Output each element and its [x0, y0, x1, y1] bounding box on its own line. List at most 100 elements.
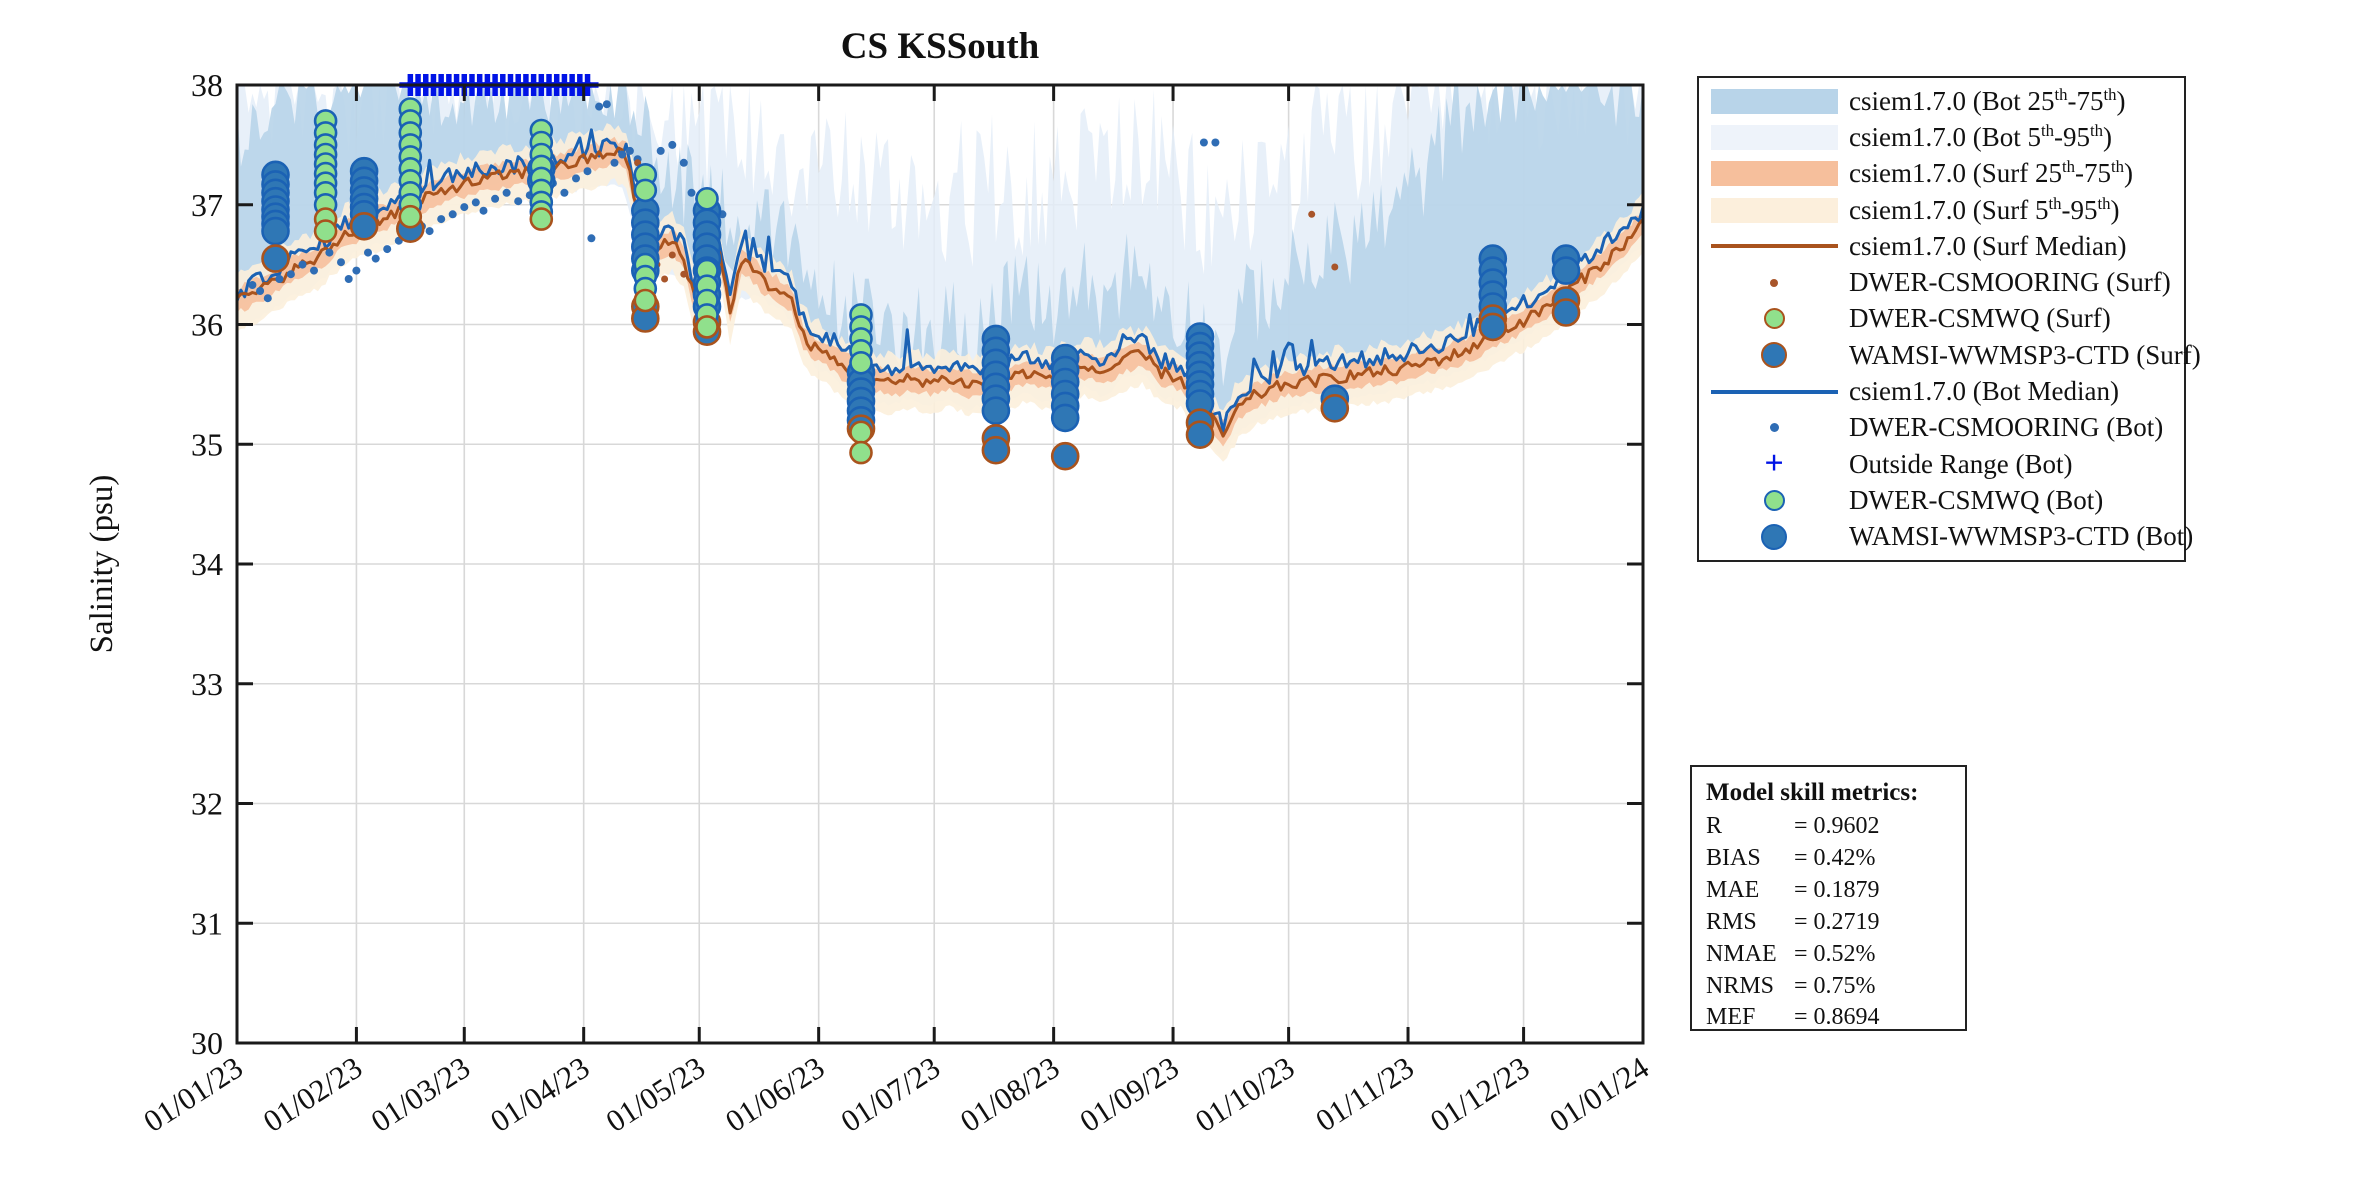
circle-wamsi-bot — [261, 216, 290, 246]
legend-item-csmooring-surf-label: DWER-CSMOORING (Surf) — [1849, 267, 2171, 298]
metric-row-r: R = 0.9602 — [1706, 811, 1951, 843]
legend-item-csmooring-surf-swatch-glyph — [1770, 278, 1778, 287]
percentile-bands-layer — [237, 85, 1643, 462]
axes-frame-layer — [235, 83, 1645, 1045]
chart-title: CS KSSouth — [841, 26, 1040, 67]
y-tick-label: 36 — [191, 307, 223, 343]
legend-item-surf-5-95-swatch-glyph — [1710, 197, 1838, 223]
legend-item-bot-5-95-swatch — [1699, 125, 1849, 151]
dot-csmooring-bot — [310, 266, 318, 275]
metric-name: R — [1706, 813, 1723, 839]
legend-item-surf-5-95-swatch — [1699, 197, 1849, 223]
dot-csmooring-bot — [602, 100, 611, 109]
dot-csmooring-surf — [680, 270, 688, 278]
dot-csmooring-bot — [583, 167, 592, 176]
dot-csmooring-bot — [286, 270, 295, 279]
dot-csmooring-bot — [337, 258, 345, 267]
circle-wamsi-bot — [1050, 403, 1080, 433]
dot-csmooring-bot — [572, 174, 580, 183]
legend-item-bot-median-swatch — [1699, 389, 1849, 394]
legend-item-csmooring-bot-label: DWER-CSMOORING (Bot) — [1849, 412, 2164, 443]
legend-item-csmwq-bot-swatch-glyph — [1763, 489, 1785, 511]
x-tick-label: 01/01/24 — [1543, 1049, 1655, 1139]
dot-csmooring-bot — [1199, 138, 1208, 147]
line-surf-median — [237, 146, 1643, 438]
dot-csmooring-bot — [471, 198, 480, 207]
legend-item-csmwq-bot-label: DWER-CSMWQ (Bot) — [1849, 484, 2104, 515]
circle-csmwq-bot — [633, 178, 658, 203]
circle-csmwq-surf — [849, 420, 873, 445]
legend-item-bot-25-75-label: csiem1.7.0 (Bot 25th-75th) — [1849, 84, 2126, 116]
dot-csmooring-surf — [668, 251, 676, 259]
legend-item-bot-5-95: csiem1.7.0 (Bot 5th-95th) — [1699, 121, 2184, 155]
legend-item-csmooring-bot: DWER-CSMOORING (Bot) — [1699, 411, 2184, 445]
legend-item-bot-25-75: csiem1.7.0 (Bot 25th-75th) — [1699, 84, 2184, 118]
circle-wamsi-surf — [1478, 312, 1508, 342]
x-tick-label: 01/05/23 — [600, 1050, 712, 1139]
x-tick-label: 01/01/23 — [137, 1050, 249, 1139]
dot-csmooring-bot — [479, 206, 488, 215]
dot-csmooring-bot — [256, 287, 265, 295]
legend-item-csmwq-surf-swatch-glyph — [1763, 308, 1785, 330]
legend-item-csmwq-surf: DWER-CSMWQ (Surf) — [1699, 302, 2184, 336]
legend-item-wamsi-surf-swatch — [1699, 342, 1849, 369]
circle-csmwq-surf — [633, 288, 658, 313]
metric-name: RMS — [1706, 908, 1757, 935]
dot-csmooring-bot — [514, 197, 523, 206]
x-tick-label: 01/02/23 — [257, 1050, 369, 1139]
dot-csmooring-bot — [679, 158, 688, 167]
dot-csmooring-bot — [437, 215, 446, 224]
dot-csmooring-bot — [248, 281, 257, 289]
circle-wamsi-surf — [1050, 441, 1080, 471]
circle-wamsi-surf — [1185, 420, 1215, 450]
circle-csmwq-surf — [398, 204, 423, 229]
dot-csmooring-bot — [656, 146, 665, 155]
dot-csmooring-bot — [618, 150, 627, 159]
legend-item-csmooring-bot-swatch-glyph — [1769, 423, 1779, 433]
x-tick-label: 01/09/23 — [1073, 1050, 1185, 1139]
y-tick-label: 33 — [191, 666, 223, 702]
legend-item-outside-range-bot-label: Outside Range (Bot) — [1849, 448, 2073, 479]
legend-item-surf-median-swatch — [1699, 244, 1849, 249]
x-tick-label: 01/03/23 — [365, 1050, 477, 1139]
circle-wamsi-surf — [1320, 393, 1350, 423]
line-bot-median — [237, 128, 1643, 433]
dot-csmooring-bot — [383, 245, 392, 254]
dot-csmooring-bot — [298, 260, 307, 269]
metric-name: MEF — [1706, 1004, 1756, 1031]
legend-item-wamsi-bot: WAMSI-WWMSP3-CTD (Bot) — [1699, 520, 2193, 554]
circle-wamsi-surf — [1551, 298, 1581, 327]
y-tick-label: 34 — [191, 546, 223, 582]
dot-csmooring-bot — [595, 102, 604, 111]
y-tick-label: 30 — [191, 1025, 223, 1061]
circle-csmwq-surf — [529, 207, 554, 231]
legend-item-wamsi-surf-label: WAMSI-WWMSP3-CTD (Surf) — [1849, 339, 2201, 370]
dot-csmooring-bot — [275, 275, 284, 283]
dot-csmooring-bot — [448, 210, 457, 219]
y-axis-label: Salinity (psu) — [84, 475, 120, 654]
legend-item-csmooring-surf-swatch — [1699, 278, 1849, 287]
dot-csmooring-bot — [625, 146, 634, 155]
model-skill-metrics-box: Model skill metrics: R = 0.9602 BIAS = 0.42… — [1690, 765, 1967, 1031]
x-tick-label: 01/11/23 — [1309, 1050, 1420, 1139]
dot-csmooring-bot — [587, 234, 596, 243]
dot-csmooring-bot — [668, 140, 677, 149]
x-tick-label: 01/10/23 — [1189, 1050, 1301, 1139]
dot-csmooring-bot — [560, 188, 569, 197]
circle-csmwq-bot — [695, 187, 719, 211]
metric-name: BIAS — [1706, 844, 1761, 871]
legend-item-wamsi-bot-swatch — [1699, 523, 1849, 550]
legend-item-surf-25-75-swatch — [1699, 161, 1849, 187]
y-tick-label: 37 — [191, 187, 223, 223]
dot-csmooring-surf — [661, 275, 669, 283]
legend-item-surf-25-75: csiem1.7.0 (Surf 25th-75th) — [1699, 157, 2184, 191]
circle-csmwq-surf — [695, 315, 719, 339]
metric-name: NRMS — [1706, 972, 1775, 999]
legend-item-bot-5-95-label: csiem1.7.0 (Bot 5th-95th) — [1849, 121, 2113, 153]
dot-csmooring-bot — [502, 188, 511, 197]
metrics-title: Model skill metrics: — [1706, 779, 1919, 806]
legend-item-surf-5-95: csiem1.7.0 (Surf 5th-95th) — [1699, 193, 2184, 227]
x-tick-label: 01/06/23 — [719, 1050, 831, 1139]
